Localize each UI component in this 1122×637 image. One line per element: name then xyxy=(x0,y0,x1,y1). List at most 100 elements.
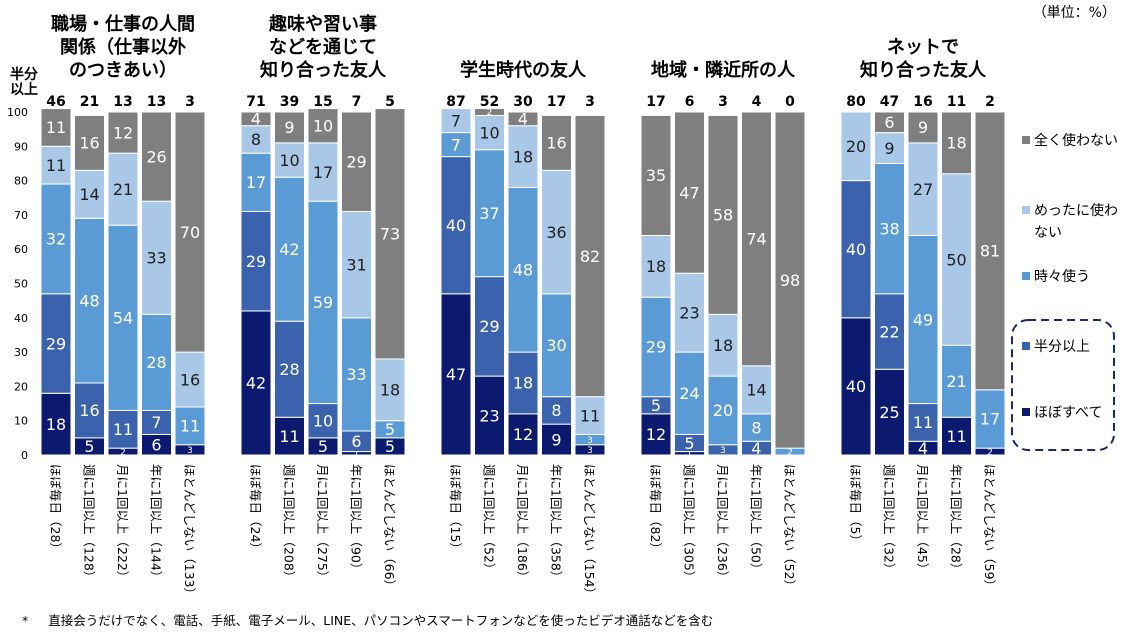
bar-segment xyxy=(474,375,505,456)
bar-total-label: 6 xyxy=(685,94,695,110)
bar-segment xyxy=(40,293,72,394)
segment-value-label: 54 xyxy=(113,309,133,328)
bar-total-label: 3 xyxy=(585,94,595,110)
bar-segment xyxy=(307,403,339,439)
y-tick-label: 30 xyxy=(14,346,28,359)
segment-value-label: 21 xyxy=(113,180,133,199)
segment-value-label: 23 xyxy=(679,303,699,322)
segment-value-label: 11 xyxy=(46,156,66,175)
segment-value-label: 11 xyxy=(580,406,600,425)
y-tick-label: 80 xyxy=(14,175,28,188)
bar-segment xyxy=(440,293,472,456)
bar-segment xyxy=(774,111,806,449)
segment-value-label: 58 xyxy=(713,206,733,225)
category-label: 週に1回以上（208） xyxy=(282,464,297,583)
bar-total-label: 11 xyxy=(947,94,966,110)
segment-value-label: 21 xyxy=(946,372,966,391)
segment-value-label: 6 xyxy=(151,435,161,454)
y-tick-label: 20 xyxy=(14,380,28,393)
bar-segment xyxy=(840,317,872,456)
segment-value-label: 48 xyxy=(513,261,533,280)
segment-value-label: 10 xyxy=(479,123,499,142)
bar-total-label: 5 xyxy=(385,94,395,110)
group-title-line: 知り合った友人 xyxy=(860,59,987,81)
segment-value-label: 11 xyxy=(913,413,933,432)
bar-segment xyxy=(440,108,472,134)
segment-value-label: 2 xyxy=(787,448,793,458)
segment-value-label: 6 xyxy=(884,113,894,132)
bar-segment xyxy=(840,111,872,182)
bar-total-label: 80 xyxy=(846,94,866,110)
bar-segment xyxy=(507,413,539,456)
segment-value-label: 18 xyxy=(46,415,66,434)
bar-total-label: 13 xyxy=(113,94,132,110)
hanbun-label: 半分 xyxy=(10,66,38,83)
bar-segment xyxy=(640,413,672,456)
category-label: 年に1回以上（90） xyxy=(349,464,364,575)
bar-segment xyxy=(574,114,606,398)
bar-segment xyxy=(274,416,305,456)
segment-value-label: 12 xyxy=(113,123,133,142)
segment-value-label: 24 xyxy=(679,384,699,403)
segment-value-label: 49 xyxy=(913,310,933,329)
segment-value-label: 17 xyxy=(246,173,266,192)
legend-label: 時々使う xyxy=(1034,268,1090,285)
bar-segment xyxy=(507,351,539,415)
segment-value-label: 18 xyxy=(646,257,666,276)
segment-value-label: 14 xyxy=(746,381,766,400)
category-label: ほぼ毎日（24） xyxy=(248,464,263,555)
category-label: 月に1回以上（186） xyxy=(515,464,530,583)
bar-segment xyxy=(274,320,305,418)
bar-segment xyxy=(274,176,305,322)
segment-value-label: 8 xyxy=(551,401,561,420)
category-label: ほぼ毎日（5） xyxy=(848,464,863,547)
footnote: * 直接会うだけでなく、電話、手紙、電子メール、LINE、パソコンやスマートフォン… xyxy=(22,610,713,629)
segment-value-label: 7 xyxy=(151,413,161,432)
legend-swatch xyxy=(1022,136,1030,144)
bar-segment xyxy=(507,111,539,127)
segment-value-label: 30 xyxy=(546,336,566,355)
segment-value-label: 16 xyxy=(180,370,200,389)
bar-segment xyxy=(307,142,339,202)
bar-segment xyxy=(674,111,705,274)
category-label: 年に1回以上（144） xyxy=(149,464,164,583)
bar-segment xyxy=(341,210,372,319)
bar-segment xyxy=(141,409,172,435)
legend-swatch xyxy=(1022,408,1030,416)
category-label: 年に1回以上（358） xyxy=(549,464,564,583)
bar-segment xyxy=(374,108,406,360)
bar-segment xyxy=(141,200,172,315)
segment-value-label: 4 xyxy=(251,110,261,129)
bar-segment xyxy=(507,186,539,353)
segment-value-label: 2 xyxy=(487,108,493,118)
segment-value-label: 14 xyxy=(79,185,99,204)
bar-segment xyxy=(274,142,305,178)
segment-value-label: 11 xyxy=(180,417,200,436)
segment-value-label: 5 xyxy=(651,396,661,415)
bar-segment xyxy=(341,111,372,212)
segment-value-label: 8 xyxy=(251,130,261,149)
segment-value-label: 40 xyxy=(846,240,866,259)
segment-value-label: 42 xyxy=(279,240,299,259)
group-title-line: 関係（仕事以外 xyxy=(60,36,186,58)
category-label: 週に1回以上（52） xyxy=(482,464,497,575)
bar-segment xyxy=(307,200,339,405)
legend-label: めったに使わ xyxy=(1034,202,1118,219)
category-label: 月に1回以上（275） xyxy=(315,464,330,583)
bar-total-label: 21 xyxy=(80,94,99,110)
segment-value-label: 4 xyxy=(918,439,928,458)
bar-segment xyxy=(107,224,139,411)
segment-value-label: 3 xyxy=(720,446,726,456)
bar-segment xyxy=(907,111,939,144)
segment-value-label: 47 xyxy=(679,183,699,202)
group-title-line: 趣味や習い事 xyxy=(268,13,377,35)
segment-value-label: 18 xyxy=(513,374,533,393)
segment-value-label: 18 xyxy=(946,134,966,153)
y-tick-label: 10 xyxy=(14,415,28,428)
bar-segment xyxy=(574,396,606,435)
segment-value-label: 16 xyxy=(546,134,566,153)
segment-value-label: 5 xyxy=(318,437,328,456)
bar-segment xyxy=(141,313,172,411)
y-tick-label: 70 xyxy=(14,209,28,222)
y-tick-label: 100 xyxy=(7,106,28,119)
